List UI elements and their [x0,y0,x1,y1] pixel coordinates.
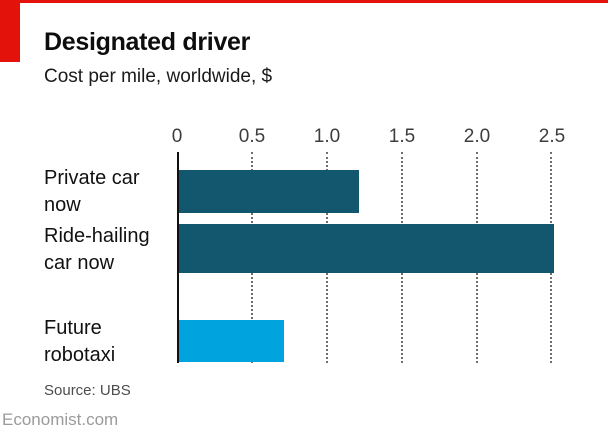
category-label-line: Ride-hailing [44,225,150,247]
bar-private-car-now [179,170,359,213]
category-label-ride-hailing-car-now: Ride-hailing car now [44,223,179,277]
plot-area [177,152,554,363]
bar-future-robotaxi [179,320,284,362]
category-label-line: Private car [44,167,140,189]
category-label-line: car now [44,252,115,274]
x-tick-2.0: 2.0 [463,126,491,147]
category-label-private-car-now: Private car now [44,165,179,219]
x-tick-1.5: 1.5 [388,126,416,147]
chart-subtitle: Cost per mile, worldwide, $ [44,66,273,87]
red-corner-tab [0,0,20,62]
bar-ride-hailing-car-now [179,224,554,273]
source-note: Source: UBS [44,382,131,399]
x-tick-2.5: 2.5 [538,126,566,147]
category-label-line: Future [44,317,102,339]
category-label-line: robotaxi [44,344,116,366]
x-tick-0.5: 0.5 [238,126,266,147]
y-axis-line [177,152,179,363]
category-label-line: now [44,194,81,216]
x-tick-1.0: 1.0 [313,126,341,147]
x-tick-0: 0 [171,126,183,147]
economist-footer: Economist.com [2,410,119,429]
top-red-rule [0,0,608,3]
category-label-future-robotaxi: Future robotaxi [44,315,179,369]
chart-title: Designated driver [44,28,251,56]
